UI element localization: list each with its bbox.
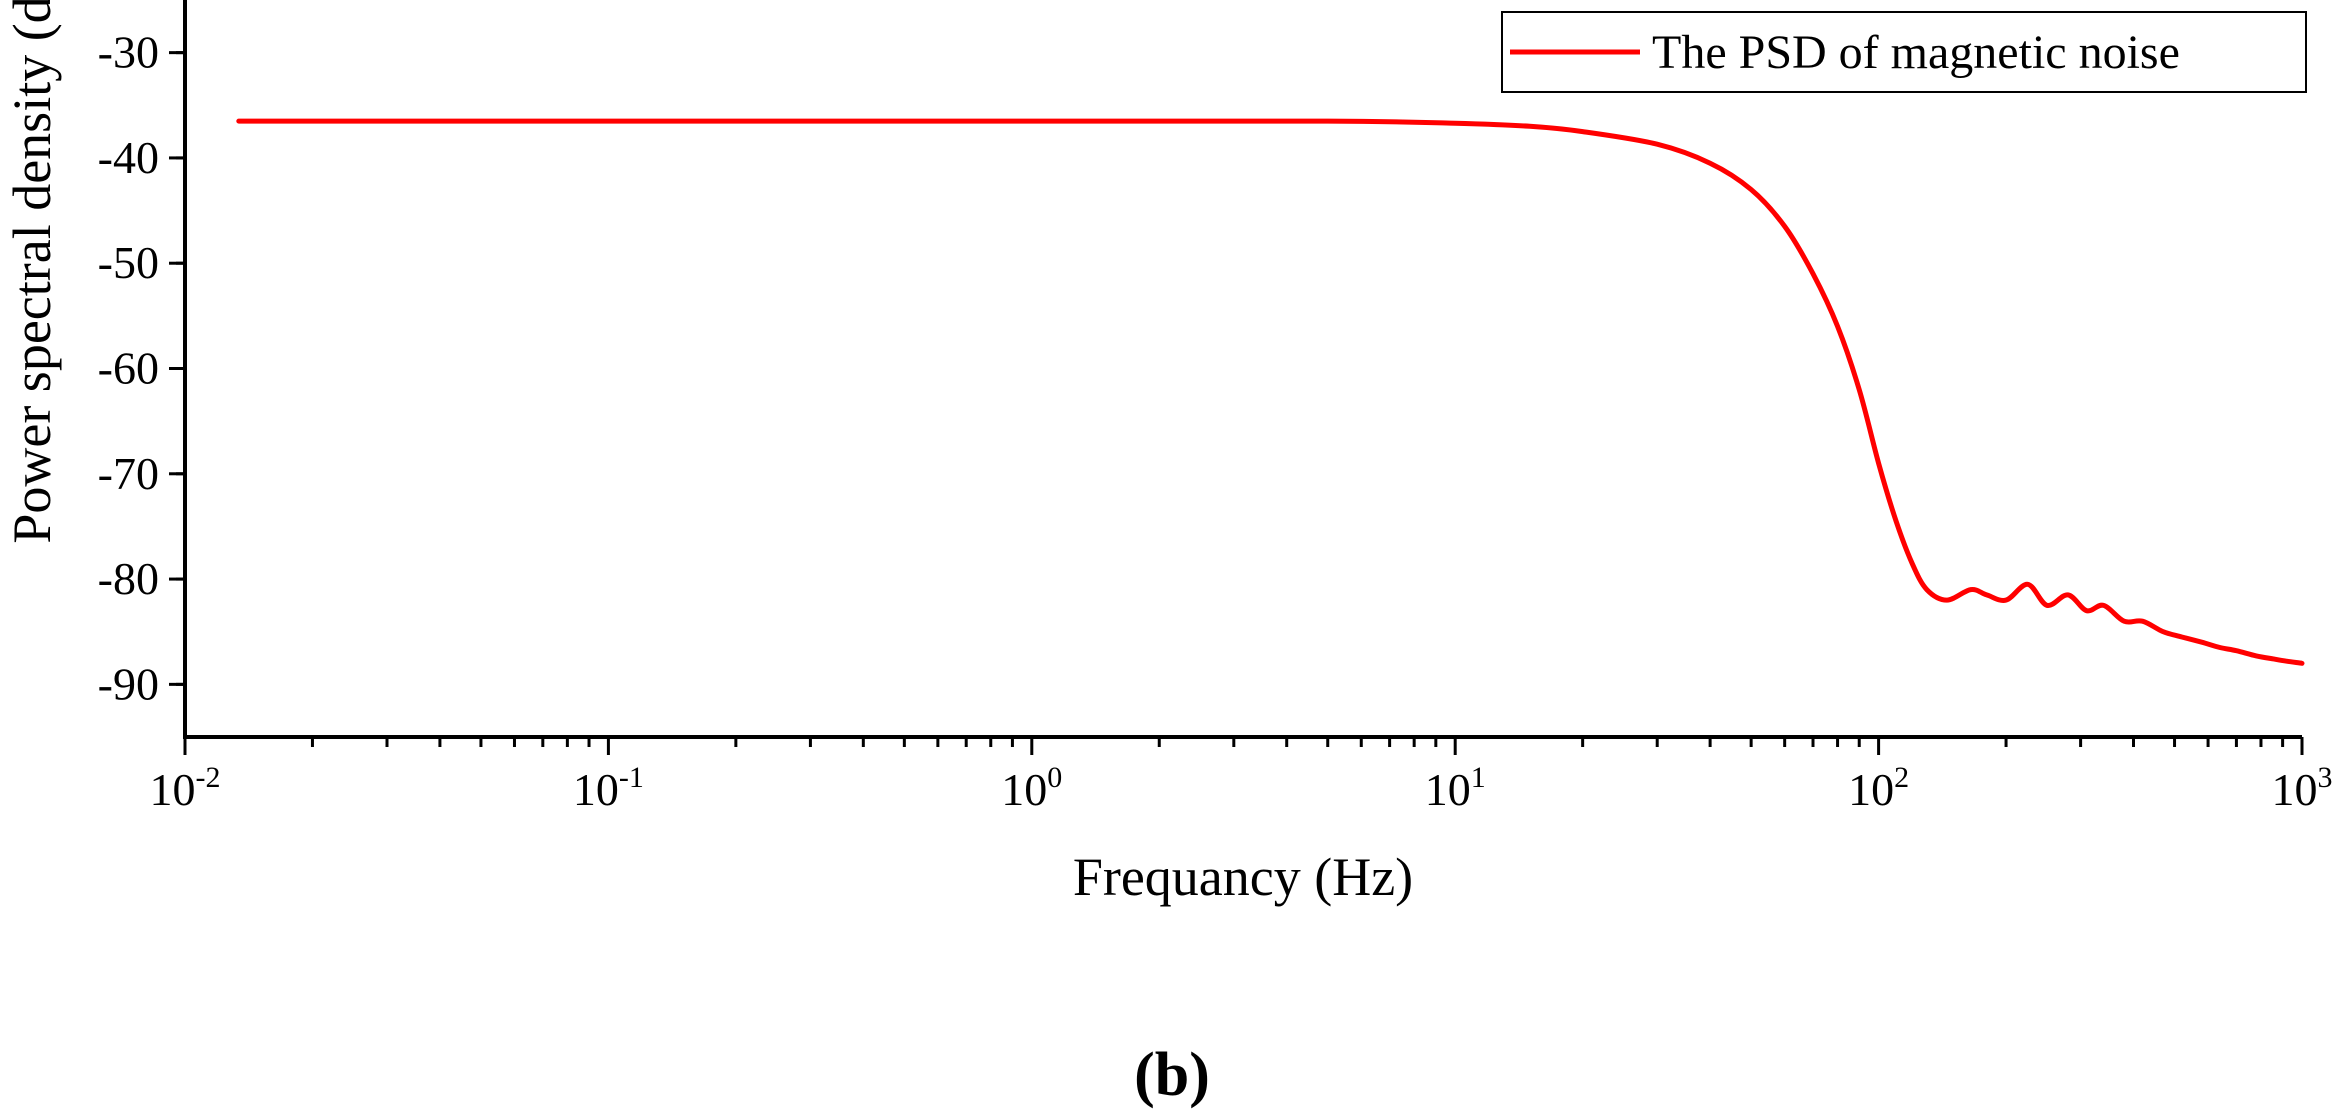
series-point xyxy=(1986,594,1987,595)
x-tick-exponent: 1 xyxy=(1471,761,1486,794)
x-tick-exponent: 3 xyxy=(2318,761,2333,794)
x-axis-title: Frequancy (Hz) xyxy=(1073,847,1413,907)
series-point xyxy=(1912,563,1913,564)
series-point xyxy=(1657,144,1658,145)
x-tick-exponent: -2 xyxy=(196,761,221,794)
x-tick-base: 10 xyxy=(1848,764,1894,815)
series-point xyxy=(238,121,239,122)
series-point xyxy=(2286,661,2287,662)
series-point xyxy=(1970,589,1971,590)
series-point xyxy=(2201,642,2202,643)
series-point xyxy=(2086,610,2087,611)
x-tick-exponent: 2 xyxy=(1894,761,1909,794)
legend-label: The PSD of magnetic noise xyxy=(1652,26,2180,79)
x-tick-label: 10-2 xyxy=(150,761,221,815)
series-point xyxy=(2181,637,2182,638)
series-point xyxy=(2256,655,2257,656)
y-tick-label: -40 xyxy=(98,132,159,183)
series-point xyxy=(1582,131,1583,132)
series-point xyxy=(1946,600,1947,601)
series-point xyxy=(2047,605,2048,606)
x-tick-base: 10 xyxy=(1001,764,1047,815)
chart-legend: The PSD of magnetic noise xyxy=(1501,11,2307,93)
y-tick-label: -60 xyxy=(98,343,159,394)
series-point xyxy=(2006,600,2007,601)
y-tick-label: -90 xyxy=(98,658,159,709)
x-tick-label: 100 xyxy=(1001,761,1062,815)
x-tick-exponent: -1 xyxy=(619,761,644,794)
series-point xyxy=(1529,126,1530,127)
series-point xyxy=(1926,589,1927,590)
series-point xyxy=(2302,663,2303,664)
series-point xyxy=(1896,521,1897,522)
x-tick-label: 102 xyxy=(1848,761,1909,815)
series-point xyxy=(1031,121,1032,122)
chart-axes xyxy=(183,0,2302,739)
series-point xyxy=(1837,326,1838,327)
y-axis-title: Power spectral density (dB) xyxy=(2,0,62,544)
series-line-psd xyxy=(236,118,2305,666)
series-point xyxy=(608,121,609,122)
series-point xyxy=(2124,621,2125,622)
x-tick-base: 10 xyxy=(573,764,619,815)
series-point xyxy=(2103,605,2104,606)
chart-series xyxy=(236,118,2305,666)
series-point xyxy=(2142,621,2143,622)
series-point xyxy=(2163,631,2164,632)
series-point xyxy=(1813,273,1814,274)
series-point xyxy=(1710,163,1711,164)
y-tick-label: -80 xyxy=(98,553,159,604)
series-point xyxy=(1859,389,1860,390)
x-tick-exponent: 0 xyxy=(1047,761,1062,794)
x-tick-base: 10 xyxy=(1425,764,1471,815)
y-tick-label: -70 xyxy=(98,448,159,499)
x-tick-base: 10 xyxy=(150,764,196,815)
series-point xyxy=(1878,463,1879,464)
x-tick-base: 10 xyxy=(2272,764,2318,815)
series-point xyxy=(1327,121,1328,122)
y-tick-label: -50 xyxy=(98,237,159,288)
series-point xyxy=(2067,594,2068,595)
x-tick-label: 103 xyxy=(2272,761,2333,815)
series-point xyxy=(1751,189,1752,190)
series-point xyxy=(1784,226,1785,227)
panel-label: (b) xyxy=(1134,1041,1210,1109)
series-point xyxy=(2236,650,2237,651)
x-tick-label: 10-1 xyxy=(573,761,644,815)
y-tick-label: -30 xyxy=(98,27,159,78)
series-point xyxy=(2274,659,2275,660)
series-point xyxy=(2219,647,2220,648)
x-tick-label: 101 xyxy=(1425,761,1486,815)
series-point xyxy=(1455,123,1456,124)
series-point xyxy=(2027,584,2028,585)
